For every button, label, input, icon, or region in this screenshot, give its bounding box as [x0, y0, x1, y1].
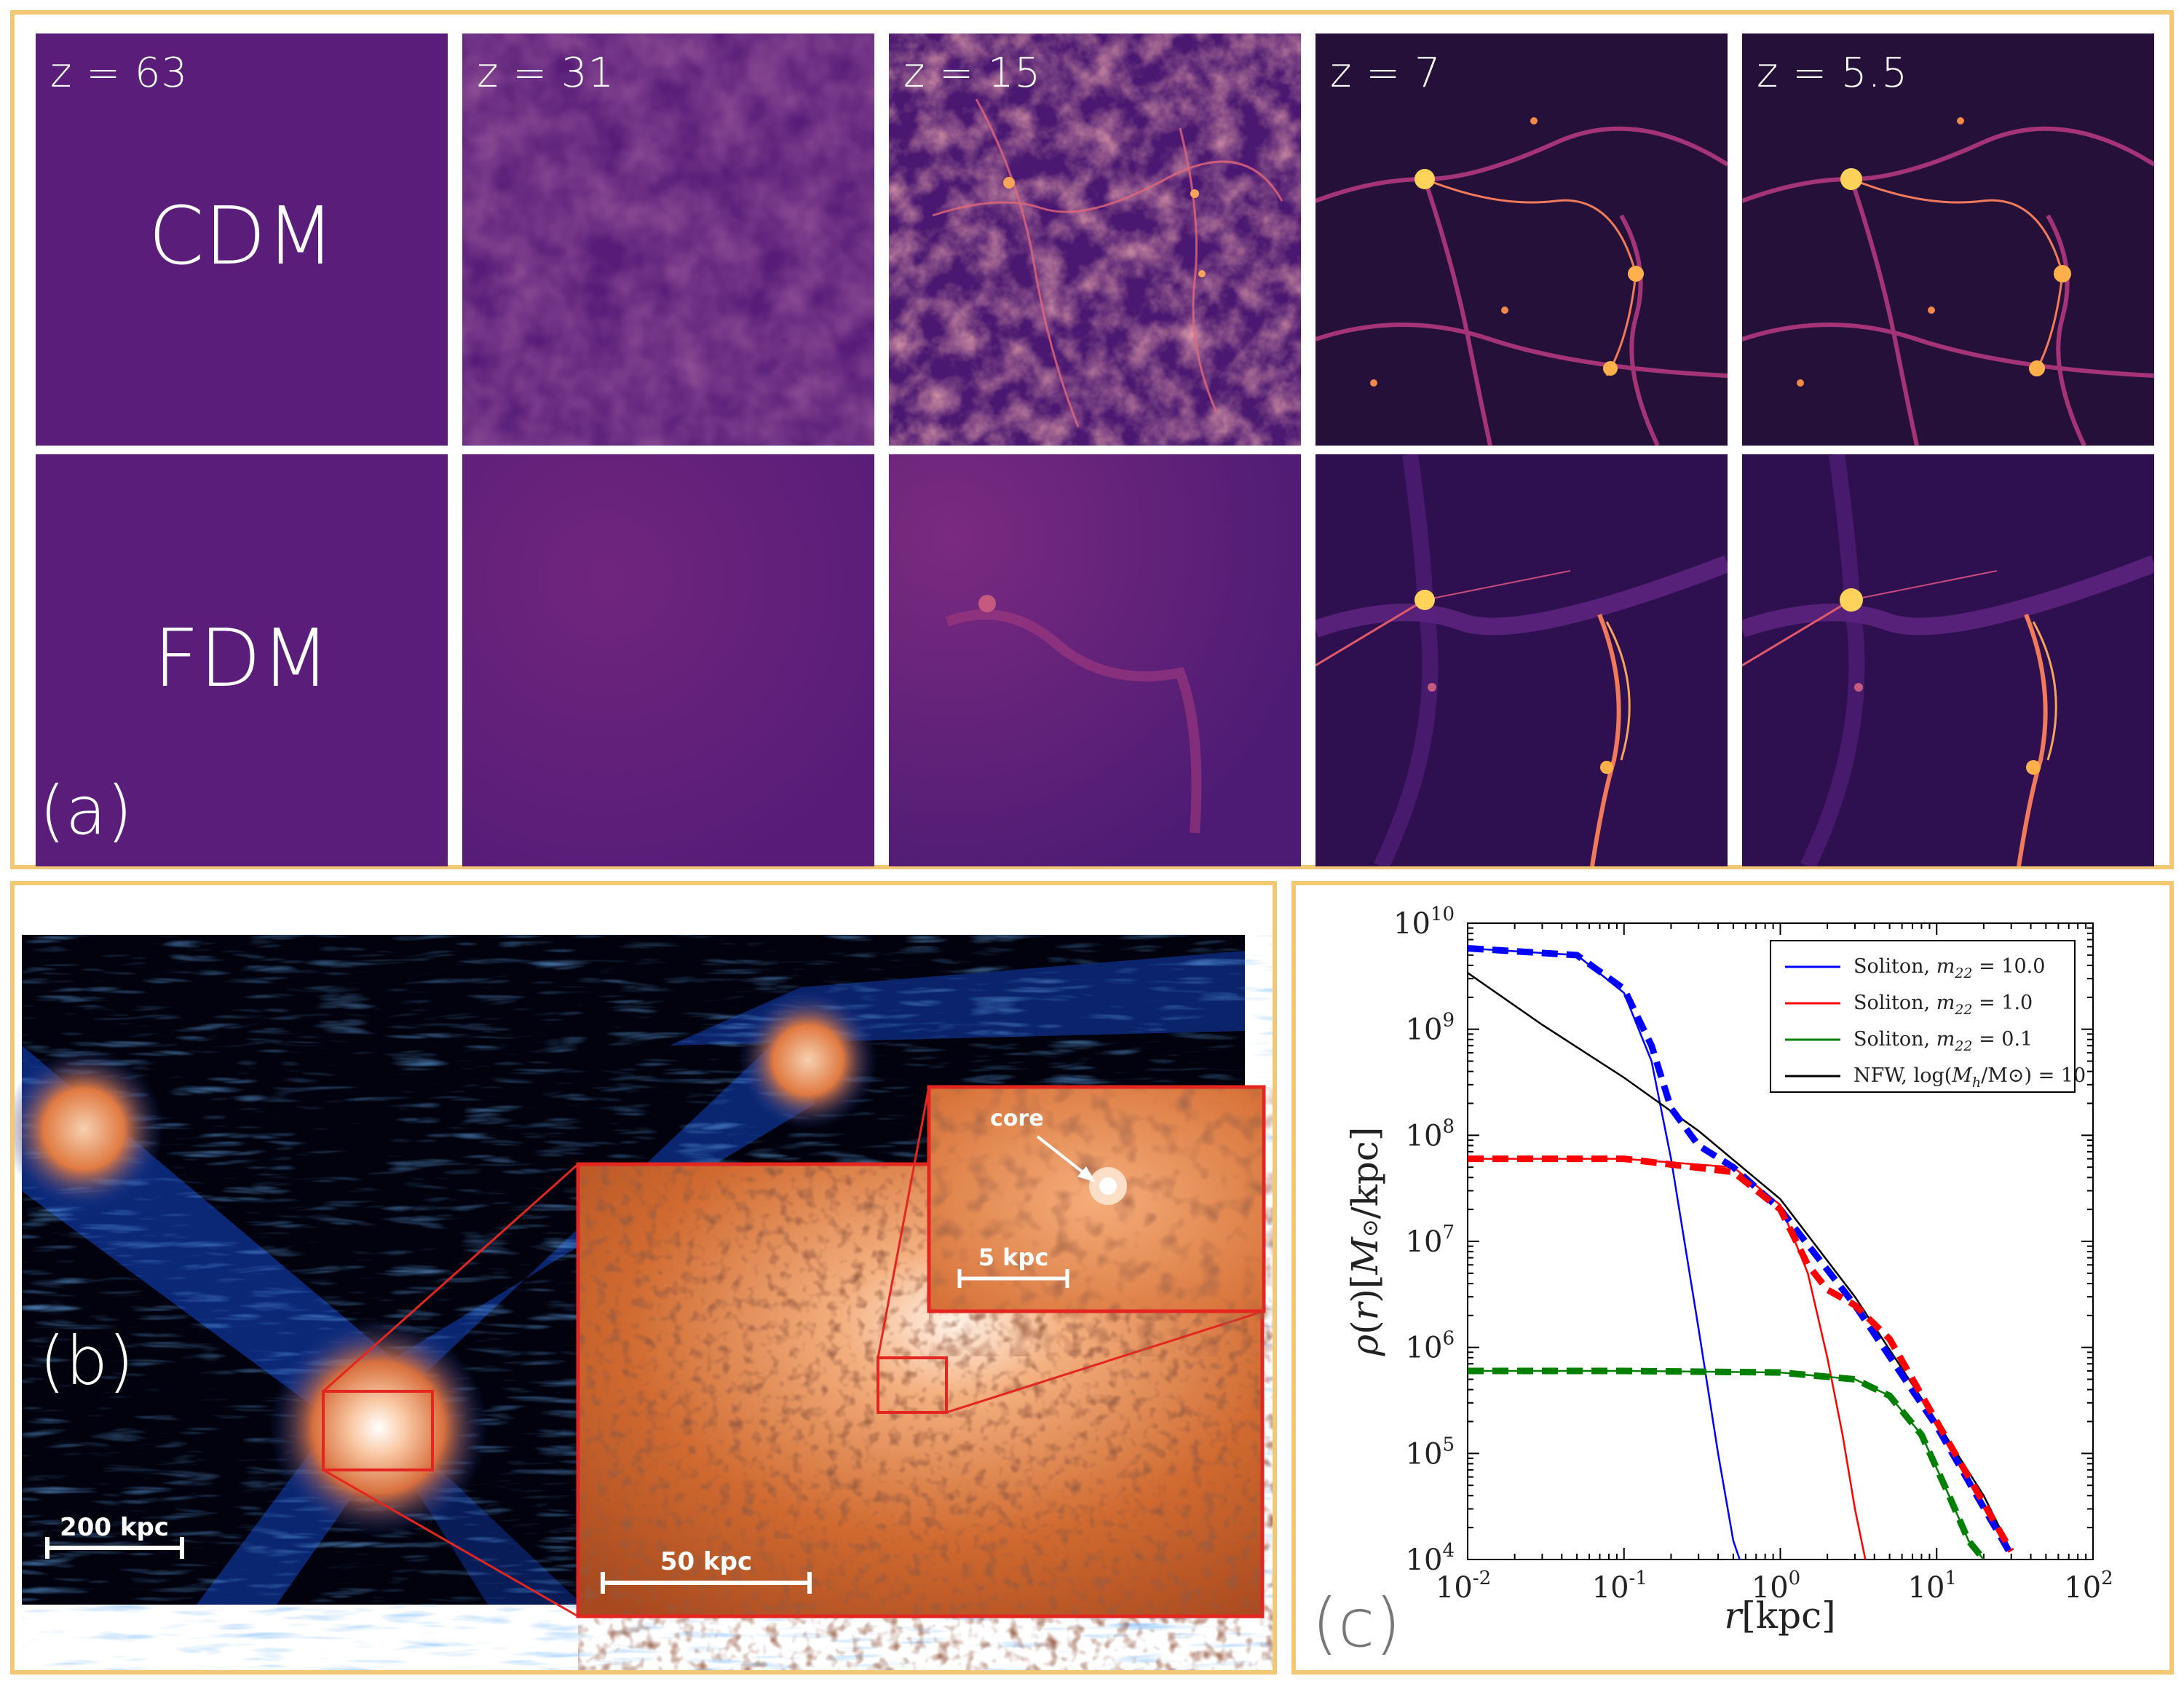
- tile-cdm-z63: z = 63: [36, 33, 448, 446]
- fdm-z5p5-image: [1742, 454, 2154, 866]
- x-tick-label: 102: [2064, 1568, 2113, 1605]
- tile-fdm-z7: [1315, 454, 1728, 866]
- y-tick-labels: 104 105 106 107 108 109 1010: [1393, 904, 1455, 1577]
- y-tick-label: 109: [1406, 1010, 1455, 1047]
- series-line: [1468, 1367, 1987, 1562]
- row-label-cdm: CDM: [148, 189, 336, 282]
- redshift-label: z = 15: [903, 50, 1042, 97]
- core-arrow: [1036, 1135, 1090, 1178]
- inset-source-box: [877, 1356, 948, 1414]
- tile-fdm-z31: [462, 454, 874, 866]
- x-tick-label: 101: [1908, 1568, 1957, 1605]
- x-tick-label: 10-2: [1436, 1568, 1491, 1605]
- series-line: [1468, 1158, 1867, 1560]
- halo-upper-right: [739, 991, 877, 1129]
- core-arrow-head: [1077, 1166, 1096, 1182]
- cdm-z5p5-image: [1742, 33, 2154, 446]
- tile-cdm-z7: z = 7: [1315, 33, 1728, 446]
- x-tick-label: 10-1: [1592, 1568, 1647, 1605]
- tile-fdm-z63: [36, 454, 448, 866]
- cdm-z31-image: [462, 33, 874, 446]
- x-tick-labels: 10-2 10-1 100 101 102: [1436, 1568, 2113, 1605]
- redshift-label: z = 5.5: [1757, 50, 1908, 97]
- y-tick-label: 104: [1406, 1540, 1455, 1577]
- tile-cdm-z31: z = 31: [462, 33, 874, 446]
- tile-cdm-z15: z = 15: [889, 33, 1301, 446]
- tile-fdm-z15: [889, 454, 1301, 866]
- panel-c: 10-2 10-1 100 101 102 104 105 106 107 108 109 1010…: [1291, 881, 2174, 1675]
- halo-central: [269, 1319, 488, 1537]
- y-tick-label: 1010: [1393, 904, 1455, 941]
- axis-ticks: [1467, 922, 2094, 1560]
- fdm-z31-image: [462, 454, 874, 866]
- cdm-z63-image: [36, 33, 448, 446]
- redshift-label: z = 31: [477, 50, 615, 97]
- zoom-connector: [323, 1163, 579, 1393]
- legend-label: Soliton, m22 = 10.0: [1853, 955, 2045, 981]
- redshift-label: z = 63: [50, 50, 189, 97]
- y-tick-label: 107: [1406, 1222, 1455, 1259]
- panel-tag-a: (a): [39, 772, 133, 850]
- series-line: [1468, 1155, 2014, 1553]
- zoom-connector: [323, 1468, 579, 1618]
- scalebar-200kpc: 200 kpc: [45, 1513, 184, 1559]
- core-inset: [927, 1085, 1266, 1313]
- tile-fdm-z5.5: [1742, 454, 2154, 866]
- inset-connector: [946, 1310, 1265, 1414]
- legend-label: Soliton, m22 = 1.0: [1853, 992, 2033, 1018]
- fdm-z15-image: [889, 454, 1301, 866]
- redshift-label: z = 7: [1330, 50, 1441, 97]
- panel-tag-c: (c): [1312, 1584, 1401, 1662]
- tile-cdm-z5.5: z = 5.5: [1742, 33, 2154, 446]
- panel-b-figure: core 200 kpc 50 kpc 5 kpc: [15, 935, 1266, 1618]
- svg-text:50 kpc: 50 kpc: [660, 1547, 752, 1576]
- zoom-source-box: [322, 1390, 434, 1471]
- panel-tag-b: (b): [39, 1322, 135, 1400]
- legend-label: Soliton, m22 = 0.1: [1853, 1028, 2033, 1054]
- cdm-z15-image: [889, 33, 1301, 446]
- y-axis-title: ρ(r)[M⊙/kpc]: [1344, 1127, 1386, 1357]
- row-label-fdm: FDM: [153, 612, 331, 705]
- halo-left: [15, 1049, 164, 1209]
- panel-a: z = 63 z = 31 z = 15: [10, 10, 2174, 869]
- cdm-z7-image: [1315, 33, 1728, 446]
- svg-text:5 kpc: 5 kpc: [978, 1244, 1049, 1271]
- x-axis-title: r[kpc]: [1724, 1594, 1835, 1637]
- scalebar-5kpc: 5 kpc: [957, 1244, 1069, 1288]
- y-tick-label: 106: [1406, 1328, 1455, 1365]
- scalebar-50kpc: 50 kpc: [601, 1547, 812, 1594]
- y-tick-label: 105: [1406, 1434, 1455, 1471]
- legend-label: NFW, log(Mh/M⊙) = 10: [1853, 1064, 2086, 1091]
- density-profile-chart: 10-2 10-1 100 101 102 104 105 106 107 108 109 1010…: [1344, 904, 2113, 1637]
- x-tick-label: 100: [1752, 1568, 1800, 1605]
- panel-b: core 200 kpc 50 kpc 5 kpc (b): [10, 881, 1277, 1675]
- fdm-z63-image: [36, 454, 448, 866]
- core-label: core: [990, 1106, 1044, 1131]
- svg-text:200 kpc: 200 kpc: [60, 1513, 169, 1542]
- legend: Soliton, m22 = 10.0 Soliton, m22 = 1.0 Sol…: [1770, 940, 2086, 1093]
- series-layer: [1467, 945, 2014, 1562]
- inset-connector: [877, 1086, 930, 1359]
- y-tick-label: 108: [1406, 1115, 1455, 1153]
- fdm-z7-image: [1315, 454, 1728, 866]
